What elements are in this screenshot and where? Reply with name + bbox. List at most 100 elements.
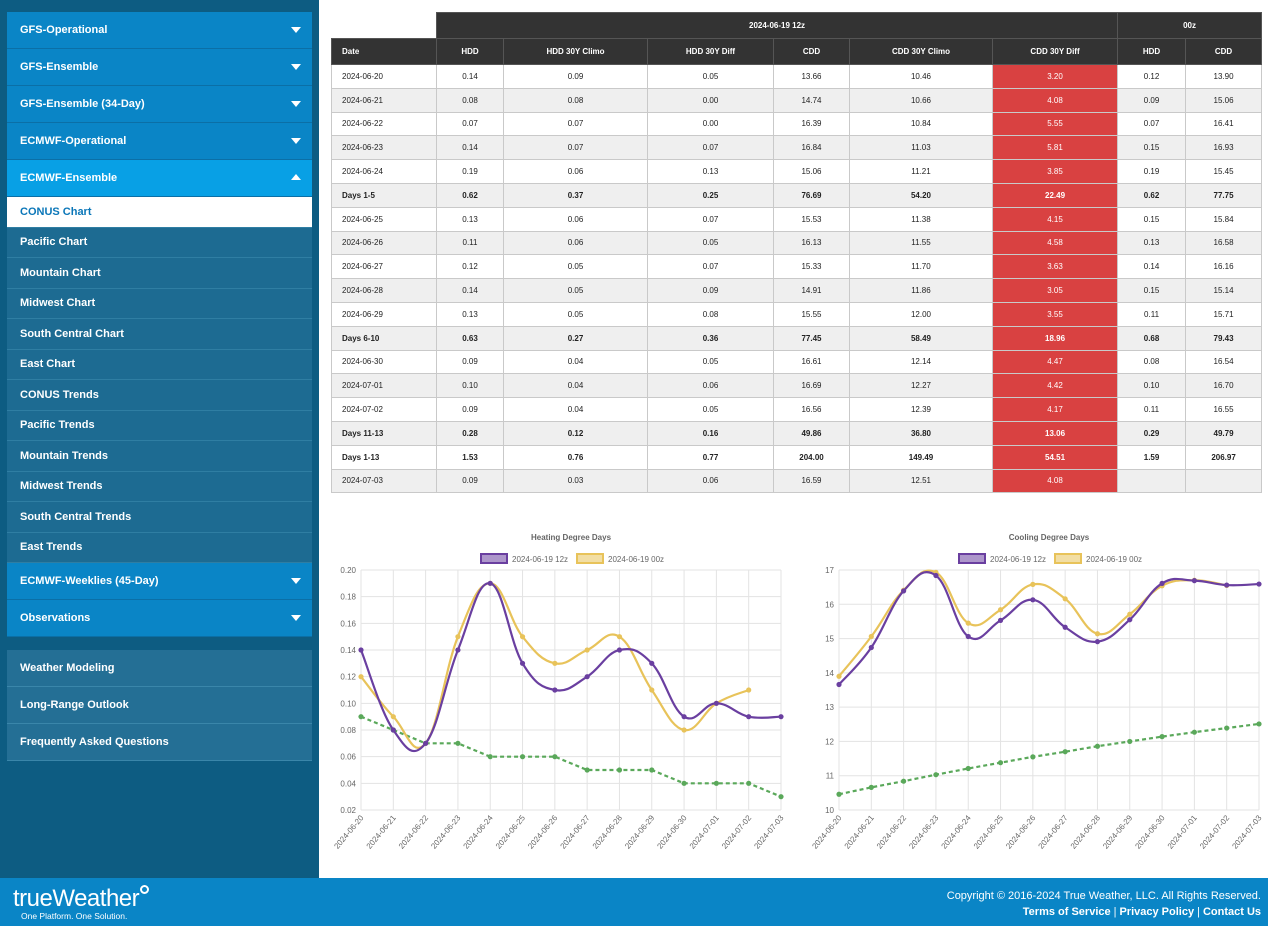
sidebar-item-midwest-trends[interactable]: Midwest Trends	[7, 471, 312, 502]
data-point	[552, 754, 558, 760]
sidebar-item-pacific-chart[interactable]: Pacific Chart	[7, 227, 312, 258]
table-cell: 11.86	[849, 278, 993, 303]
table-cell: 3.05	[991, 278, 1119, 303]
x-tick-label: 2024-07-03	[1230, 813, 1264, 851]
table-cell: 3.63	[991, 254, 1119, 280]
table-cell: 4.47	[991, 349, 1119, 375]
menu-ecmwf-weeklies[interactable]: ECMWF-Weeklies (45-Day)	[7, 563, 312, 600]
sidebar-item-south-central-chart[interactable]: South Central Chart	[7, 319, 312, 350]
data-point	[1127, 611, 1133, 617]
sidebar-item-mountain-trends[interactable]: Mountain Trends	[7, 441, 312, 472]
y-tick-label: 10	[825, 806, 834, 815]
table-cell: 0.05	[647, 349, 774, 375]
menu-gfs-ensemble-34day[interactable]: GFS-Ensemble (34-Day)	[7, 86, 312, 123]
x-tick-label: 2024-06-28	[591, 813, 625, 851]
chevron-down-icon	[291, 64, 301, 70]
table-row: 2024-06-26 0.11 0.06 0.05 16.13 11.55 4.58 0.13…	[331, 230, 1263, 256]
sidebar-item-label: South Central Chart	[20, 327, 124, 340]
menu-ecmwf-ensemble[interactable]: ECMWF-Ensemble	[7, 160, 312, 197]
x-tick-label: 2024-07-01	[688, 813, 722, 851]
table-row: 2024-06-25 0.13 0.06 0.07 15.53 11.38 4.15 0.15…	[331, 206, 1263, 232]
data-point	[423, 740, 429, 746]
y-tick-label: 0.04	[340, 779, 356, 788]
sidebar-item-mountain-chart[interactable]: Mountain Chart	[7, 258, 312, 289]
table-cell: 0.27	[503, 325, 648, 351]
x-tick-label: 2024-07-03	[752, 813, 786, 851]
table-cell: 0.04	[503, 373, 648, 399]
x-tick-label: 2024-06-29	[623, 813, 657, 851]
data-point	[933, 772, 939, 778]
table-cell: 0.07	[503, 111, 648, 137]
data-point	[681, 780, 687, 786]
table-cell: 0.09	[1117, 87, 1187, 113]
menu-ecmwf-operational[interactable]: ECMWF-Operational	[7, 123, 312, 160]
x-tick-label: 2024-07-02	[1198, 813, 1232, 851]
table-cell: 2024-07-02	[331, 397, 437, 422]
series-line	[359, 582, 782, 753]
table-cell: 49.79	[1185, 420, 1263, 446]
x-tick-label: 2024-06-23	[907, 813, 941, 851]
table-cell: 0.07	[647, 254, 774, 280]
sidebar-item-label: CONUS Trends	[20, 388, 99, 401]
data-point	[1256, 721, 1262, 727]
table-cell: 0.12	[503, 420, 648, 446]
terms-of-service-link[interactable]: Terms of Service	[1022, 906, 1111, 918]
sidebar-item-midwest-chart[interactable]: Midwest Chart	[7, 288, 312, 319]
table-cell: 0.37	[503, 182, 648, 208]
table-cell: 0.10	[1117, 373, 1187, 399]
data-point	[713, 780, 719, 786]
menu-label: Weather Modeling	[20, 662, 115, 674]
data-point	[1224, 725, 1230, 731]
table-cell: 0.08	[436, 87, 504, 113]
x-tick-label: 2024-06-28	[1069, 813, 1103, 851]
table-cell: 16.13	[773, 230, 850, 256]
privacy-policy-link[interactable]: Privacy Policy	[1119, 906, 1195, 918]
footer-links: Terms of Service | Privacy Policy | Contact …	[1023, 906, 1261, 918]
menu-weather-modeling[interactable]: Weather Modeling	[7, 650, 312, 687]
x-tick-label: 2024-06-26	[526, 813, 560, 851]
table-cell: 11.38	[849, 206, 993, 232]
y-tick-label: 17	[825, 566, 834, 575]
table-cell: 36.80	[849, 420, 993, 446]
sidebar-item-label: Pacific Chart	[20, 236, 88, 249]
data-point	[901, 588, 907, 594]
table-cell: 15.33	[773, 254, 850, 280]
menu-observations[interactable]: Observations	[7, 600, 312, 637]
sidebar-item-east-chart[interactable]: East Chart	[7, 349, 312, 380]
table-cell: 14.91	[773, 278, 850, 303]
menu-faq[interactable]: Frequently Asked Questions	[7, 724, 312, 761]
sidebar-item-label: Pacific Trends	[20, 419, 95, 432]
data-point	[649, 660, 655, 666]
table-cell: 2024-06-27	[331, 254, 437, 280]
table-cell: 77.75	[1185, 182, 1263, 208]
table-cell: 79.43	[1185, 325, 1263, 351]
column-header: CDD	[1185, 38, 1263, 65]
data-point	[358, 714, 364, 720]
table-cell: 16.59	[773, 468, 850, 494]
sidebar-item-east-trends[interactable]: East Trends	[7, 532, 312, 563]
menu-gfs-operational[interactable]: GFS-Operational	[7, 12, 312, 49]
summary-row: Days 6-10 0.63 0.27 0.36 77.45 58.49 18.96 0.68…	[331, 325, 1263, 351]
table-cell: 0.05	[503, 254, 648, 280]
true-weather-logo[interactable]: trueWeather	[13, 885, 150, 913]
contact-us-link[interactable]: Contact Us	[1202, 906, 1261, 918]
logo-text: trueWeather	[13, 885, 150, 913]
run-12z-header: 2024-06-19 12z	[435, 12, 1119, 39]
table-cell: 0.76	[503, 444, 648, 470]
table-cell: 16.56	[773, 397, 850, 422]
table-cell: 11.55	[849, 230, 993, 256]
sidebar-item-pacific-trends[interactable]: Pacific Trends	[7, 410, 312, 441]
menu-gfs-ensemble[interactable]: GFS-Ensemble	[7, 49, 312, 86]
link-separator: |	[1197, 906, 1200, 918]
table-cell: 3.20	[991, 64, 1119, 89]
table-cell: 15.84	[1185, 206, 1263, 232]
table-cell: 0.08	[647, 301, 774, 327]
sidebar-item-label: Mountain Chart	[20, 266, 101, 279]
sidebar-item-south-central-trends[interactable]: South Central Trends	[7, 502, 312, 533]
logo-part2: Weather	[52, 885, 140, 912]
sidebar-item-conus-trends[interactable]: CONUS Trends	[7, 380, 312, 411]
chevron-down-icon	[291, 615, 301, 621]
summary-row: Days 1-13 1.53 0.76 0.77 204.00 149.49 54.51 1.…	[331, 444, 1263, 470]
sidebar-item-conus-chart[interactable]: CONUS Chart	[7, 197, 312, 228]
menu-long-range-outlook[interactable]: Long-Range Outlook	[7, 687, 312, 724]
